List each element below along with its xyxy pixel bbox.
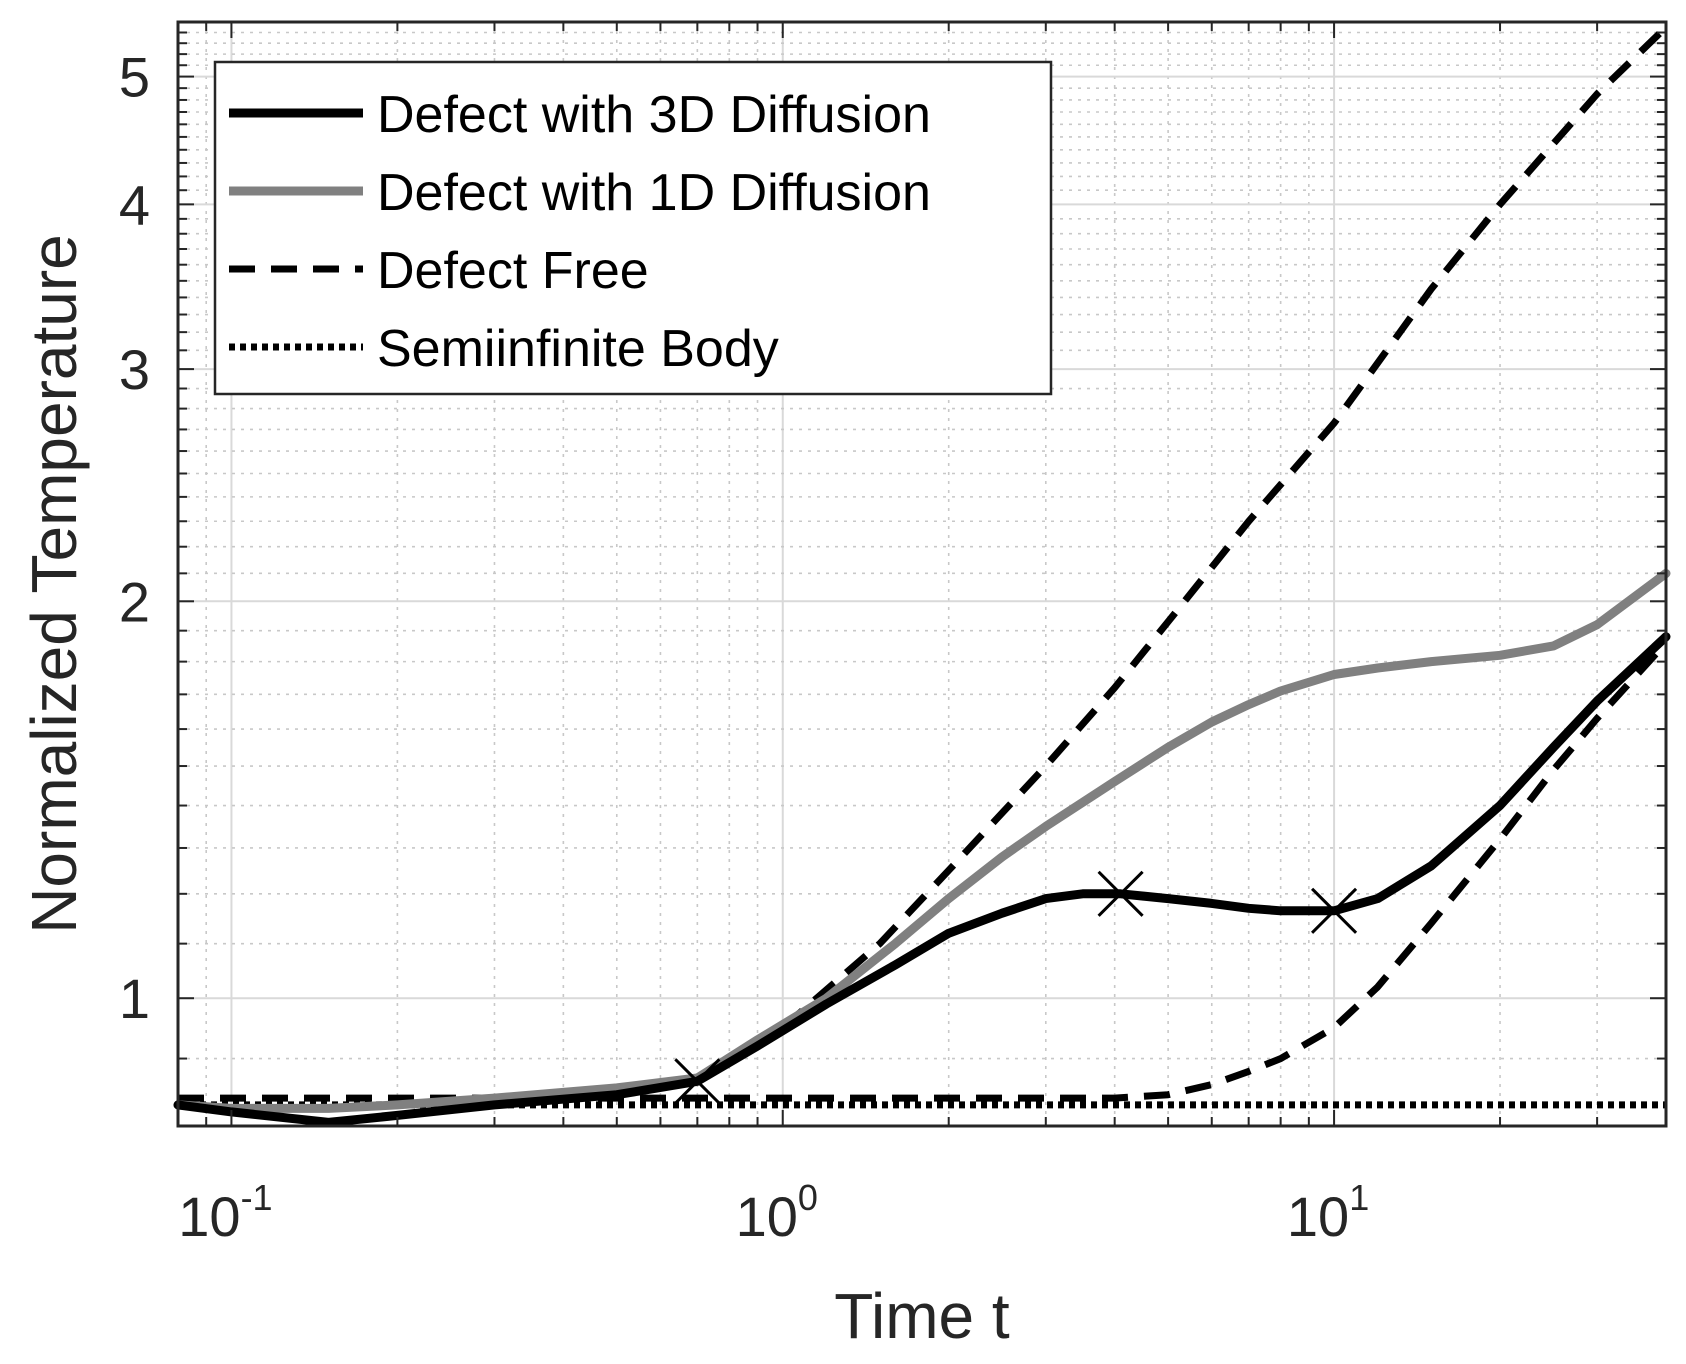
x-marker-stroke [1311,887,1358,934]
y-axis-title: Normalized Temperature [18,234,90,934]
y-tick-label: 2 [119,570,150,633]
x-tick-label: 100 [736,1177,818,1248]
tick-labels: 10-1 100 101 1 2 3 4 5 [119,46,1369,1248]
legend-label-2: Defect Free [377,242,649,300]
x-tick-label: 10-1 [178,1177,272,1248]
axis-ticks [177,21,1667,1127]
x-marker [1311,887,1358,934]
y-tick-label: 3 [119,338,150,401]
grid [177,21,1667,1127]
legend-label-3: Semiinfinite Body [377,320,779,378]
x-marker-stroke [674,1058,721,1105]
legend-label-1: Defect with 1D Diffusion [377,164,931,222]
legend: Defect with 3D Diffusion Defect with 1D D… [213,60,1053,396]
series-line-4 [780,24,1669,1031]
plot-series [173,24,1671,1127]
series-line-2 [178,640,1669,1102]
plot-markers [674,870,1358,1105]
series-line-1 [173,568,1671,1113]
x-marker [1097,870,1144,917]
x-tick-label: 101 [1287,1177,1369,1248]
y-tick-label: 4 [119,173,150,236]
x-marker [674,1058,721,1105]
x-axis-title: Time t [834,1280,1010,1352]
y-tick-label: 5 [119,46,150,109]
legend-label-0: Defect with 3D Diffusion [377,86,931,144]
series-line-0 [173,632,1671,1127]
y-tick-label: 1 [119,967,150,1030]
x-marker-stroke [1097,870,1144,917]
